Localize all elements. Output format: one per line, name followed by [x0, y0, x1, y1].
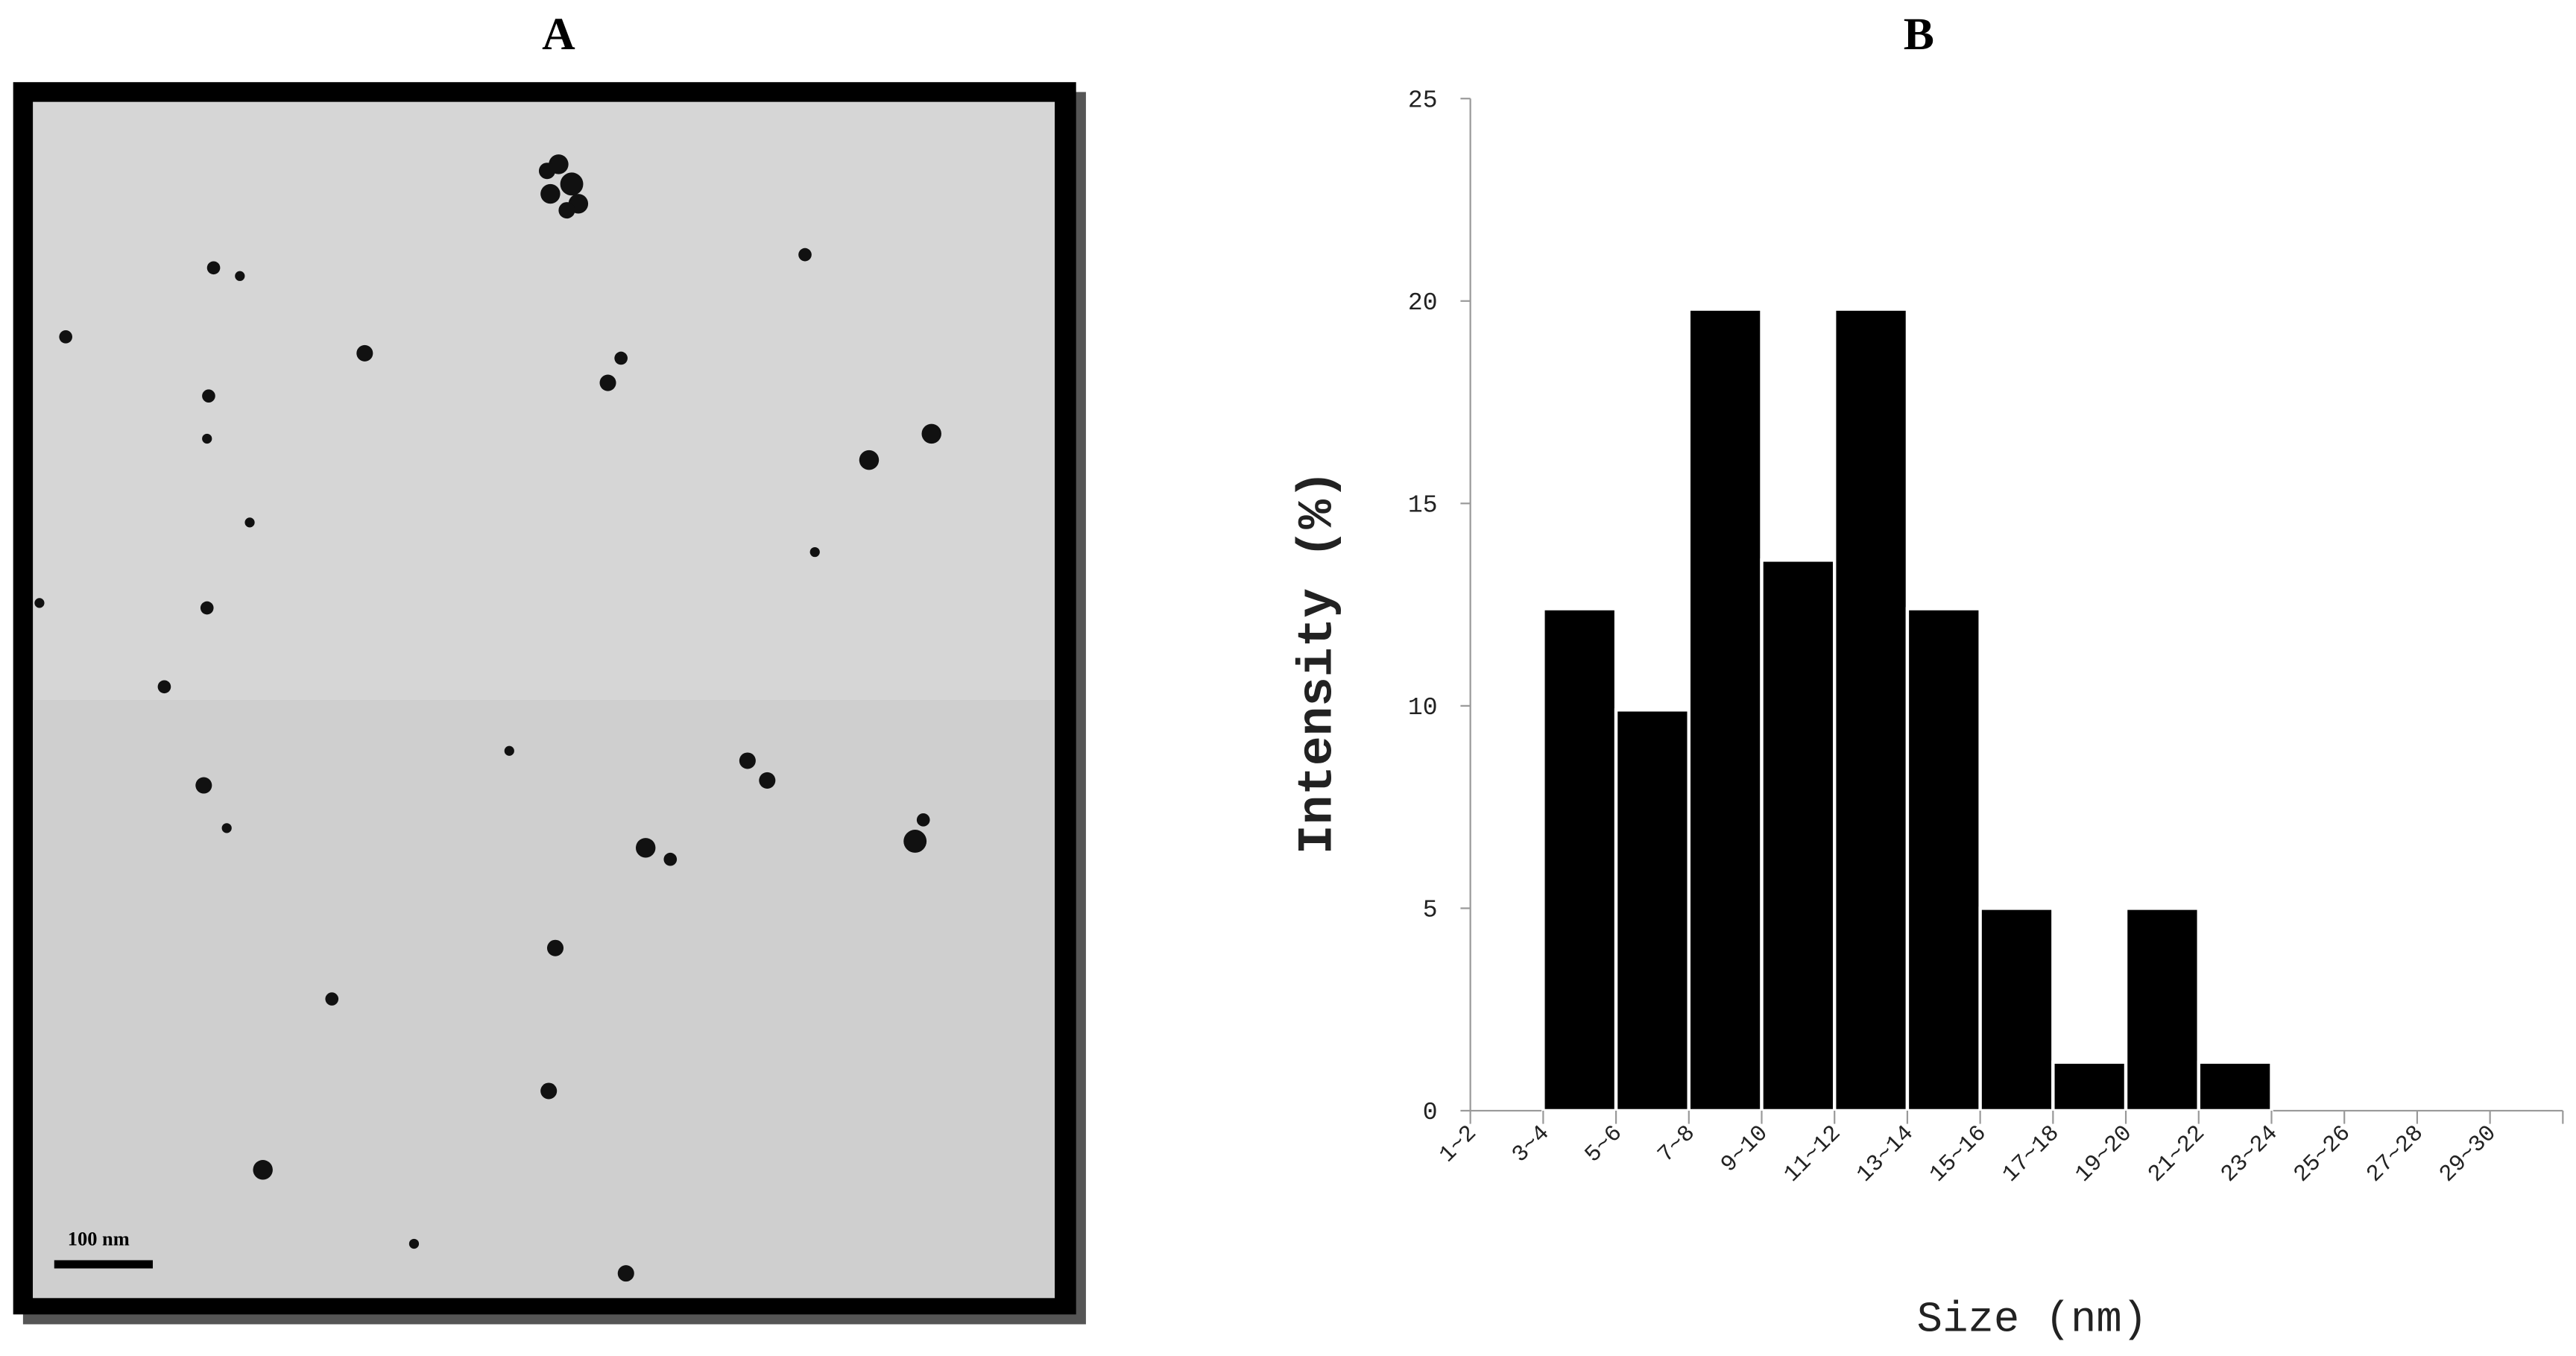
bar: [1687, 307, 1764, 1113]
y-tick-label: 10: [1408, 693, 1438, 722]
x-tick-label: 29~30: [2434, 1120, 2501, 1188]
y-tick-label: 20: [1408, 288, 1438, 317]
bar: [2197, 1060, 2273, 1113]
panel-label: A: [542, 9, 575, 60]
x-tick-label: 1~2: [1435, 1120, 1483, 1168]
x-tick-label: 5~6: [1580, 1120, 1628, 1168]
bar: [1978, 906, 2055, 1113]
x-tick-label: 23~24: [2216, 1120, 2283, 1188]
scale-bar-label: 100 nm: [68, 1228, 130, 1250]
bar: [1833, 307, 1910, 1113]
x-tick-label: 17~18: [1998, 1120, 2065, 1188]
x-tick-label: 3~4: [1507, 1120, 1555, 1168]
tem-image-lower: [33, 699, 1055, 1299]
x-tick-label: 27~28: [2362, 1120, 2429, 1188]
y-tick-label: 25: [1408, 86, 1438, 114]
x-tick-label: 19~20: [2071, 1120, 2138, 1188]
x-axis-label: Size (nm): [1917, 1296, 2147, 1344]
x-tick-label: 15~16: [1925, 1120, 1992, 1188]
bar: [2051, 1060, 2128, 1113]
particles: [34, 154, 941, 1282]
bar: [2124, 906, 2200, 1113]
x-tick-label: 13~14: [1852, 1120, 1919, 1188]
bar: [1541, 607, 1618, 1113]
x-tick-label: 25~26: [2289, 1120, 2356, 1188]
y-tick-label: 5: [1423, 895, 1438, 924]
chart-title: B: [1904, 9, 1934, 60]
bar: [1760, 558, 1837, 1113]
x-tick-label: 11~12: [1779, 1120, 1846, 1188]
x-tick-label: 9~10: [1716, 1120, 1773, 1178]
x-tick-label: 21~22: [2143, 1120, 2210, 1188]
bar: [1614, 708, 1690, 1113]
scale-bar: [54, 1260, 154, 1269]
bar: [1905, 607, 1982, 1113]
x-tick-label: 7~8: [1653, 1120, 1701, 1168]
y-tick-label: 15: [1408, 491, 1438, 519]
y-axis-label: Intensity (%): [1289, 470, 1345, 854]
y-tick-label: 0: [1423, 1098, 1438, 1126]
